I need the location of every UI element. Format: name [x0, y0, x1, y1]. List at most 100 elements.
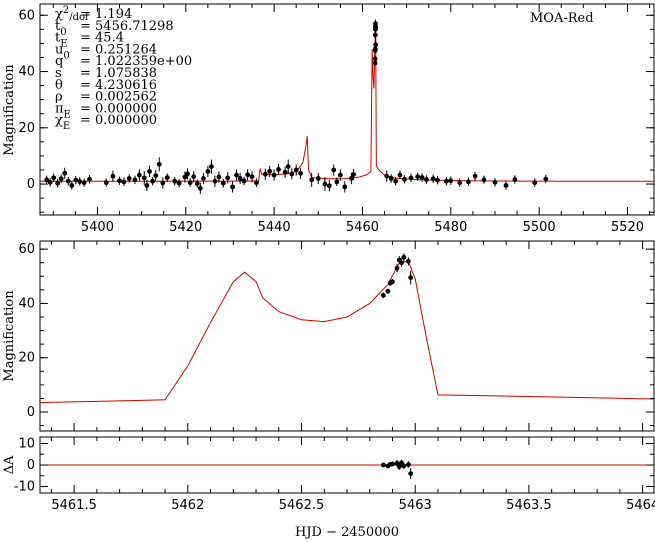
- param-name: q: [55, 54, 63, 69]
- top-data-point: [293, 167, 299, 173]
- param-name: χ2/dof: [55, 5, 90, 23]
- middle-data-point: [401, 254, 407, 260]
- top-data-point: [415, 174, 421, 180]
- top-data-point: [245, 172, 251, 178]
- top-data-point: [144, 183, 150, 188]
- x-tick-label: 5460: [346, 220, 379, 235]
- top-data-point: [103, 180, 109, 186]
- param-name: χE: [55, 113, 70, 132]
- top-data-point: [262, 171, 268, 177]
- top-data-point: [65, 178, 71, 184]
- middle-data-point: [406, 258, 411, 264]
- top-data-point: [51, 175, 57, 181]
- x-tick-label: 5440: [258, 220, 291, 235]
- top-data-point: [77, 179, 83, 184]
- param-value: = 1.075838: [80, 66, 157, 81]
- top-data-point: [532, 180, 538, 186]
- x-tick-label: 5500: [523, 220, 556, 235]
- top-data-point: [481, 177, 487, 183]
- top-data-point: [185, 171, 190, 177]
- top-data-point: [282, 169, 288, 175]
- top-data-point: [402, 176, 407, 182]
- param-name: u0: [55, 42, 70, 61]
- top-data-point: [132, 177, 138, 183]
- param-row: πE = 0.000000: [55, 101, 157, 120]
- y-tick-label: 40: [18, 65, 35, 80]
- residual-point: [390, 461, 395, 467]
- top-data-point: [241, 178, 247, 184]
- middle-data-points: [380, 253, 414, 298]
- top-data-point: [543, 176, 549, 182]
- full-light-curve-panel: 0 20 40 60 5400 5420 5440 5460 5480 5500 5520 Magn…: [2, 3, 655, 235]
- top-data-point: [153, 173, 159, 179]
- x-axis-label: HJD − 2450000: [295, 525, 399, 540]
- top-data-point: [457, 180, 463, 186]
- top-data-point: [47, 179, 53, 185]
- top-data-point: [249, 174, 255, 180]
- middle-panel-frame: [39, 240, 655, 432]
- param-name: ρ: [55, 90, 63, 105]
- x-tick-label: 5420: [169, 220, 202, 235]
- top-data-point: [164, 175, 170, 180]
- top-data-point: [276, 167, 281, 172]
- top-data-point: [342, 184, 348, 190]
- residual-points: [380, 459, 414, 479]
- top-data-point: [512, 177, 518, 182]
- top-data-point: [87, 176, 92, 182]
- top-data-point: [393, 178, 398, 184]
- top-data-point: [372, 32, 378, 38]
- top-data-point: [372, 56, 378, 62]
- residual-point: [394, 460, 400, 466]
- top-data-point: [208, 164, 214, 170]
- top-data-point: [220, 180, 226, 186]
- residual-point: [408, 471, 414, 477]
- y-tick-label: 60: [18, 242, 35, 257]
- top-data-point: [254, 180, 259, 186]
- top-data-point: [172, 178, 178, 184]
- top-data-point: [503, 183, 509, 188]
- param-value: = 5456.71298: [80, 19, 174, 34]
- y-tick-label: 0: [27, 177, 35, 192]
- param-value: = 1.022359e+00: [80, 54, 192, 69]
- middle-data-point: [390, 279, 395, 285]
- top-data-point: [187, 180, 193, 186]
- param-value: = 4.230616: [80, 78, 157, 93]
- top-data-point: [191, 174, 197, 180]
- param-name: tE: [55, 31, 68, 50]
- top-data-point: [430, 176, 436, 182]
- top-data-point: [201, 176, 206, 181]
- top-data-point: [334, 179, 340, 185]
- top-data-point: [322, 181, 328, 187]
- top-data-point: [443, 178, 449, 184]
- y-tick-label: 20: [18, 351, 35, 366]
- top-data-point: [267, 168, 273, 174]
- top-data-point: [237, 176, 243, 181]
- top-data-point: [309, 177, 315, 183]
- top-data-point: [326, 183, 332, 189]
- top-axis-ticks: 0 20 40 60 5400 5420 5440 5460 5480 5500 5520: [18, 4, 654, 235]
- middle-data-point: [394, 265, 400, 271]
- top-data-point: [176, 180, 182, 186]
- x-tick-label: 5464: [626, 498, 655, 513]
- top-data-point: [373, 25, 378, 31]
- top-data-point: [81, 180, 87, 186]
- top-data-point: [58, 176, 64, 182]
- top-data-point: [472, 173, 478, 179]
- top-data-point: [141, 175, 147, 181]
- top-data-point: [289, 171, 295, 177]
- param-row: tE = 45.4: [55, 31, 124, 50]
- top-data-points: [44, 19, 549, 194]
- middle-axis-ticks: 0 20 40 60: [18, 241, 654, 431]
- x-tick-label: 5461.5: [51, 498, 97, 513]
- y-tick-label: 0: [27, 405, 35, 420]
- middle-data-point: [399, 260, 404, 266]
- top-data-point: [160, 180, 166, 186]
- param-name: s: [55, 66, 62, 81]
- param-value: = 1.194: [80, 7, 132, 22]
- top-data-point: [197, 185, 203, 191]
- param-row: t0 = 5456.71298: [55, 19, 174, 38]
- x-tick-label: 5480: [434, 220, 467, 235]
- top-data-point: [73, 177, 79, 183]
